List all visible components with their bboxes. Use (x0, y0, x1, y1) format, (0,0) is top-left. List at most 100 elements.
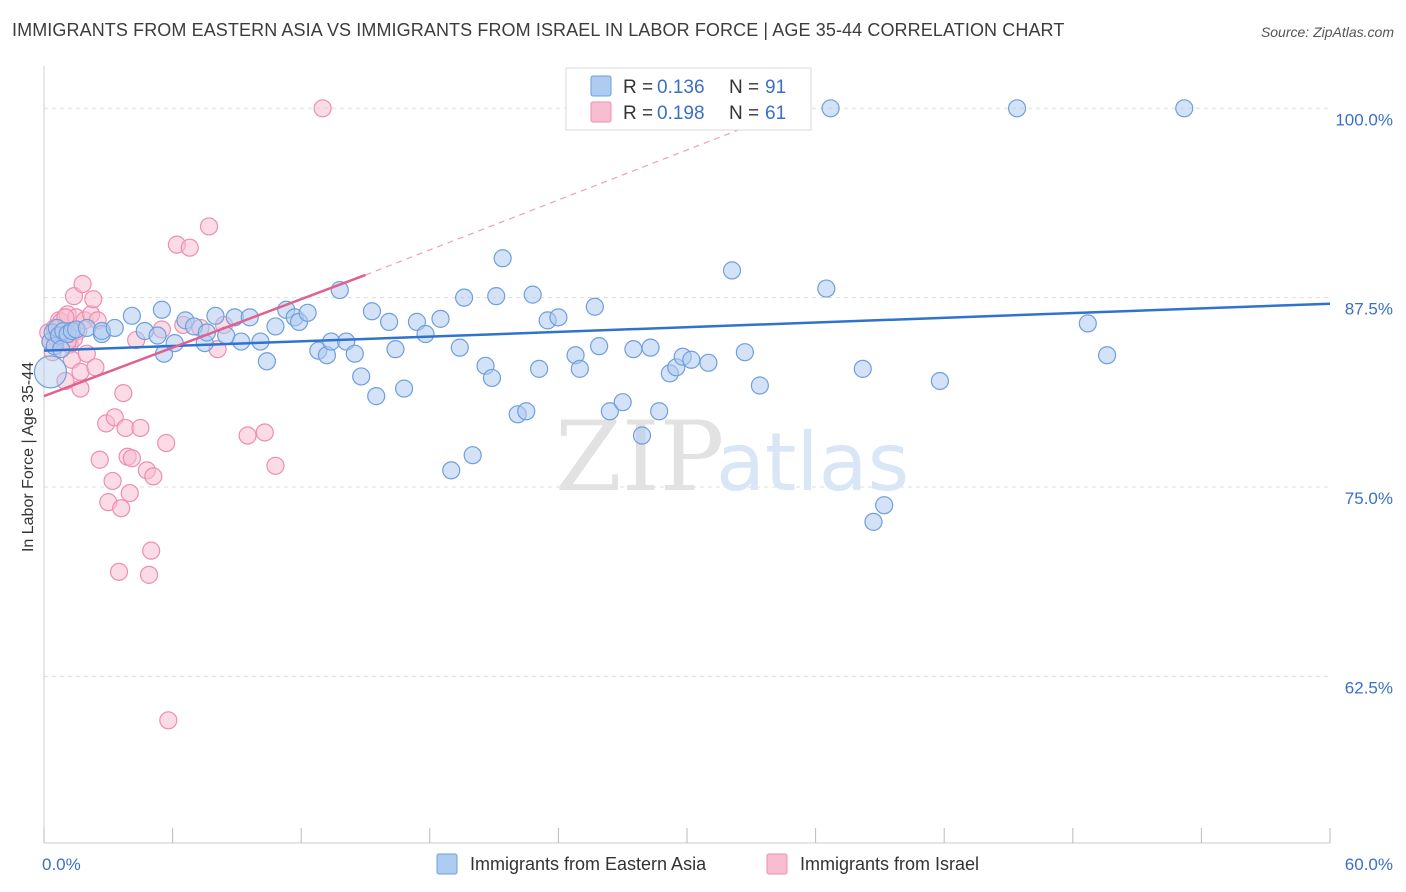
israel-point (238, 426, 257, 445)
eastern-asia-point (613, 393, 632, 412)
eastern-asia-point (864, 512, 883, 531)
y-tick-label: 75.0% (1345, 489, 1393, 508)
chart-title: IMMIGRANTS FROM EASTERN ASIA VS IMMIGRAN… (12, 20, 1065, 40)
eastern-asia-point (530, 359, 549, 378)
x-tick-label-min: 0.0% (42, 855, 81, 874)
israel-point (157, 433, 176, 453)
israel-point (255, 423, 274, 442)
eastern-asia-point (122, 306, 141, 325)
eastern-asia-point (517, 402, 536, 421)
eastern-asia-point (570, 359, 589, 378)
y-tick-label: 100.0% (1335, 110, 1393, 129)
eastern-asia-point (650, 402, 669, 421)
labels-layer: 62.5% 75.0% 87.5% 100.0% 0.0% 60.0% (42, 110, 1393, 874)
eastern-asia-point (416, 324, 435, 344)
eastern-asia-point (875, 496, 894, 515)
israel-point (109, 562, 129, 581)
eastern-asia-point (431, 309, 450, 328)
y-tick-label: 62.5% (1345, 678, 1393, 697)
eastern-asia-point (750, 376, 769, 395)
legend-n-label-blue: N = (729, 77, 759, 98)
eastern-asia-point (699, 353, 718, 372)
eastern-asia-point (206, 306, 225, 325)
eastern-asia-point (853, 359, 872, 378)
legend-n-pink: 61 (765, 103, 786, 124)
legend-n-label-pink: N = (729, 103, 759, 124)
watermark-atlas: atlas (716, 416, 909, 509)
israel-point (142, 541, 161, 560)
israel-trendline (43, 273, 366, 398)
israel-point (266, 456, 285, 475)
eastern-asia-point (362, 302, 382, 321)
israel-point (120, 483, 139, 503)
legend-n-blue: 91 (765, 77, 786, 98)
eastern-asia-point (148, 326, 167, 345)
x-tick-label-max: 60.0% (1345, 855, 1393, 874)
israel-point (159, 711, 178, 730)
eastern-asia-point (493, 249, 512, 268)
trend-layer (43, 107, 1331, 398)
eastern-asia-point (1175, 99, 1194, 118)
eastern-asia-point (523, 285, 542, 304)
eastern-asia-point (600, 402, 619, 421)
eastern-asia-point (821, 99, 840, 118)
eastern-asia-point (454, 288, 474, 307)
eastern-asia-point (585, 297, 604, 316)
israel-point (180, 238, 199, 257)
watermark: ZIP atlas (555, 401, 909, 513)
eastern-asia-trendline (43, 302, 1331, 352)
israel-point (122, 449, 141, 468)
eastern-asia-point (367, 387, 386, 406)
eastern-asia-point (450, 338, 469, 357)
bottom-legend-swatch-blue (436, 853, 458, 875)
israel-point (84, 290, 103, 309)
legend-r-label-blue: R = (623, 77, 653, 98)
israel-point (313, 99, 332, 118)
eastern-asia-point (641, 338, 660, 357)
eastern-asia-point (232, 332, 251, 351)
eastern-asia-point (257, 352, 277, 371)
eastern-asia-point (722, 261, 742, 280)
eastern-asia-point (379, 312, 399, 331)
israel-point (73, 274, 92, 294)
legend-box: R = 0.136 N = 91 R = 0.198 N = 61 (565, 67, 812, 131)
eastern-asia-point (817, 279, 836, 298)
eastern-asia-point (77, 318, 96, 338)
eastern-asia-point (266, 317, 285, 336)
watermark-zip: ZIP (555, 401, 724, 513)
bottom-legend-swatch-pink (766, 853, 788, 875)
eastern-asia-point (1078, 314, 1097, 333)
grid-layer (44, 107, 1330, 677)
y-tick-label: 87.5% (1345, 300, 1393, 319)
eastern-asia-point (394, 379, 414, 398)
eastern-asia-point (463, 446, 482, 465)
eastern-asia-point (1007, 99, 1027, 118)
eastern-asia-point (590, 337, 609, 356)
eastern-asia-point (632, 426, 652, 445)
israel-point (103, 471, 122, 491)
legend-r-pink: 0.198 (657, 103, 705, 124)
y-axis-title: In Labor Force | Age 35-44 (20, 362, 37, 552)
eastern-asia-point (682, 350, 701, 369)
series-eastern-asia-points (33, 99, 1194, 531)
israel-point (112, 499, 131, 518)
bottom-legend-label-pink: Immigrants from Israel (800, 854, 979, 874)
israel-point (144, 467, 163, 486)
bottom-legend-label-blue: Immigrants from Eastern Asia (470, 854, 707, 874)
bottom-legend: Immigrants from Eastern Asia Immigrants … (436, 853, 979, 875)
eastern-asia-point (352, 367, 371, 386)
eastern-asia-point (345, 344, 364, 363)
israel-trendline-extension (365, 107, 795, 276)
israel-point (114, 383, 133, 403)
legend-swatch-blue (590, 75, 612, 97)
legend-r-label-pink: R = (623, 103, 653, 124)
israel-point (199, 217, 219, 236)
israel-point (71, 362, 90, 381)
eastern-asia-point (624, 340, 643, 359)
eastern-asia-point (152, 300, 171, 319)
israel-point (139, 565, 159, 584)
israel-point (131, 418, 150, 438)
eastern-asia-point (487, 287, 506, 306)
eastern-asia-point (1097, 346, 1117, 365)
